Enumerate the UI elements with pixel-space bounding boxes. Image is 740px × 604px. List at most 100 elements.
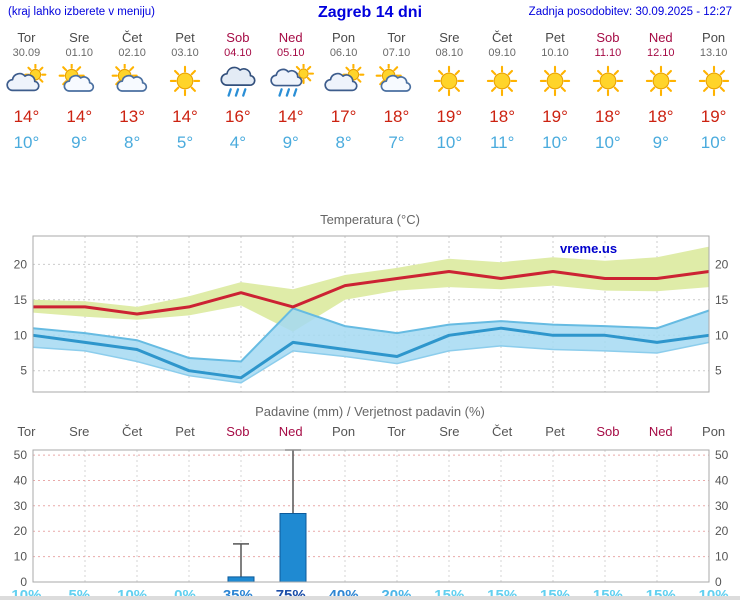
day-name: Sob: [211, 30, 264, 46]
y-tick-left: 10: [14, 550, 28, 564]
last-updated: Zadnja posodobitev: 30.09.2025 - 12:27: [529, 6, 732, 18]
day-date: 06.10: [317, 46, 370, 60]
low-temp: 10°: [423, 132, 476, 154]
day-name: Ned: [634, 30, 687, 46]
high-temp: 14°: [0, 106, 53, 128]
sun-cloud-icon: [370, 60, 423, 104]
y-tick-left: 10: [14, 328, 28, 342]
y-tick-left: 15: [14, 293, 28, 307]
day-date: 08.10: [423, 46, 476, 60]
day-column-sre-01.10[interactable]: Sre 01.10 14° 9°: [53, 30, 106, 154]
day-name: Pon: [317, 30, 370, 46]
y-tick-left: 20: [14, 257, 28, 271]
day-date: 04.10: [211, 46, 264, 60]
high-temp: 18°: [476, 106, 529, 128]
precip-day-label: Čet: [476, 424, 529, 440]
temperature-chart-title: Temperatura (°C): [0, 212, 740, 228]
sunny-icon: [687, 60, 740, 104]
high-temp: 14°: [159, 106, 212, 128]
day-date: 13.10: [687, 46, 740, 60]
y-tick-right: 20: [715, 524, 729, 538]
day-column-tor-07.10[interactable]: Tor 07.10 18° 7°: [370, 30, 423, 154]
day-date: 05.10: [264, 46, 317, 60]
low-temp: 10°: [0, 132, 53, 154]
day-date: 01.10: [53, 46, 106, 60]
day-date: 02.10: [106, 46, 159, 60]
y-tick-right: 10: [715, 550, 729, 564]
day-date: 12.10: [634, 46, 687, 60]
day-column-ned-12.10[interactable]: Ned 12.10 18° 9°: [634, 30, 687, 154]
day-column-sob-11.10[interactable]: Sob 11.10 18° 10°: [581, 30, 634, 154]
sun-cloud-icon: [106, 60, 159, 104]
day-date: 03.10: [159, 46, 212, 60]
watermark: vreme.us: [560, 241, 617, 256]
day-column-pon-13.10[interactable]: Pon 13.10 19° 10°: [687, 30, 740, 154]
precip-day-label: Tor: [0, 424, 53, 440]
y-tick-right: 50: [715, 448, 729, 462]
y-tick-left: 30: [14, 499, 28, 513]
high-temp: 18°: [581, 106, 634, 128]
low-temp: 7°: [370, 132, 423, 154]
y-tick-left: 50: [14, 448, 28, 462]
precip-day-label: Pon: [317, 424, 370, 440]
day-date: 11.10: [581, 46, 634, 60]
sunny-icon: [634, 60, 687, 104]
cloud-sun-icon: [317, 60, 370, 104]
rain-icon: [211, 60, 264, 104]
low-temp: 9°: [634, 132, 687, 154]
high-temp: 18°: [634, 106, 687, 128]
low-temp: 9°: [264, 132, 317, 154]
precip-day-label: Pet: [159, 424, 212, 440]
day-column-pet-03.10[interactable]: Pet 03.10 14° 5°: [159, 30, 212, 154]
day-date: 30.09: [0, 46, 53, 60]
day-column-pet-10.10[interactable]: Pet 10.10 19° 10°: [529, 30, 582, 154]
day-column-pon-06.10[interactable]: Pon 06.10 17° 8°: [317, 30, 370, 154]
low-temp: 10°: [581, 132, 634, 154]
y-tick-right: 10: [715, 328, 729, 342]
y-tick-right: 40: [715, 474, 729, 488]
day-column-ned-05.10[interactable]: Ned 05.10 14° 9°: [264, 30, 317, 154]
day-date: 10.10: [529, 46, 582, 60]
high-temp: 14°: [264, 106, 317, 128]
high-temp: 17°: [317, 106, 370, 128]
day-column-sob-04.10[interactable]: Sob 04.10 16° 4°: [211, 30, 264, 154]
low-temp: 8°: [317, 132, 370, 154]
day-name: Pon: [687, 30, 740, 46]
day-column-tor-30.09[interactable]: Tor 30.09 14° 10°: [0, 30, 53, 154]
low-temp: 10°: [529, 132, 582, 154]
day-column-čet-09.10[interactable]: Čet 09.10 18° 11°: [476, 30, 529, 154]
day-name: Sob: [581, 30, 634, 46]
sunny-icon: [159, 60, 212, 104]
cloud-sun-icon: [0, 60, 53, 104]
day-date: 07.10: [370, 46, 423, 60]
day-name: Pet: [529, 30, 582, 46]
day-name: Tor: [370, 30, 423, 46]
max-temp-band: [33, 247, 709, 332]
day-name: Pet: [159, 30, 212, 46]
day-column-sre-08.10[interactable]: Sre 08.10 19° 10°: [423, 30, 476, 154]
day-date: 09.10: [476, 46, 529, 60]
precip-day-label: Ned: [634, 424, 687, 440]
precip-bar: [228, 577, 254, 582]
day-name: Čet: [106, 30, 159, 46]
high-temp: 14°: [53, 106, 106, 128]
day-column-čet-02.10[interactable]: Čet 02.10 13° 8°: [106, 30, 159, 154]
day-name: Sre: [423, 30, 476, 46]
precip-day-label: Ned: [264, 424, 317, 440]
precip-day-label: Pon: [687, 424, 740, 440]
high-temp: 18°: [370, 106, 423, 128]
sunny-icon: [476, 60, 529, 104]
sun-cloud-icon: [53, 60, 106, 104]
precip-day-label: Sob: [581, 424, 634, 440]
low-temp: 9°: [53, 132, 106, 154]
day-name: Ned: [264, 30, 317, 46]
precip-day-label: Sob: [211, 424, 264, 440]
high-temp: 19°: [687, 106, 740, 128]
y-tick-right: 15: [715, 293, 729, 307]
sunny-icon: [529, 60, 582, 104]
footer-strip: [0, 596, 740, 600]
precip-bar: [280, 514, 306, 583]
